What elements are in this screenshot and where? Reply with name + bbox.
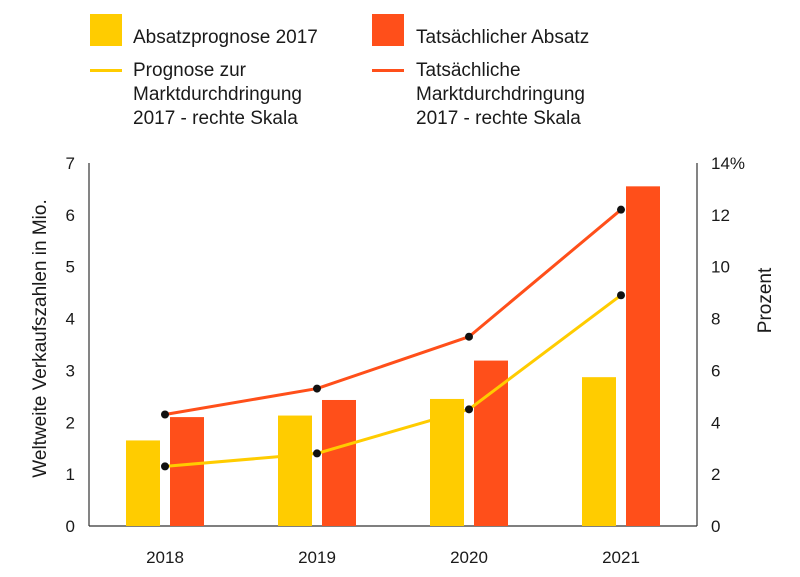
bar-actual-sales <box>322 399 356 526</box>
bar-forecast-sales <box>126 440 160 526</box>
point-actual-penetration <box>161 410 169 419</box>
legend-line-2: Marktdurchdringung <box>416 84 585 105</box>
legend-label-actual-sales: Tatsächlicher Absatz <box>416 27 590 48</box>
point-actual-penetration <box>617 205 625 214</box>
bar-forecast-sales <box>278 415 312 526</box>
x-tick-label: 2019 <box>298 548 336 567</box>
point-forecast-penetration <box>465 405 473 414</box>
x-tick-label: 2020 <box>450 548 488 567</box>
left-tick-label: 4 <box>66 310 75 329</box>
legend-line-1: Tatsächliche <box>416 60 521 81</box>
point-actual-penetration <box>465 332 473 341</box>
right-tick-label: 14% <box>711 154 745 173</box>
legend-line-1: Prognose zur <box>133 60 247 81</box>
line-forecast-penetration <box>164 294 622 468</box>
bar-actual-sales <box>170 417 204 526</box>
legend-swatch-forecast-sales <box>90 14 122 46</box>
legend-line-3: 2017 - rechte Skala <box>133 108 298 129</box>
right-tick-label: 4 <box>711 413 720 432</box>
legend-label-forecast-sales: Absatzprognose 2017 <box>133 27 318 48</box>
right-tick-label: 8 <box>711 310 720 329</box>
point-forecast-penetration <box>617 291 625 300</box>
bar-forecast-sales <box>582 377 616 526</box>
line-actual-penetration <box>164 208 622 416</box>
legend-swatch-forecast-penetration <box>90 69 122 72</box>
left-tick-label: 3 <box>66 361 75 380</box>
left-tick-label: 0 <box>66 517 75 536</box>
legend-swatch-actual-sales <box>372 14 404 46</box>
legend-label-forecast-penetration: Prognose zur Marktdurchdringung 2017 - r… <box>133 59 302 131</box>
left-tick-label: 1 <box>66 465 75 484</box>
chart-lines <box>161 205 625 471</box>
left-tick-label: 6 <box>66 206 75 225</box>
right-tick-label: 0 <box>711 517 720 536</box>
point-forecast-penetration <box>161 462 169 471</box>
legend-swatch-actual-penetration <box>372 69 404 72</box>
left-tick-label: 7 <box>66 154 75 173</box>
legend-label-actual-penetration: Tatsächliche Marktdurchdringung 2017 - r… <box>416 59 585 131</box>
left-axis-title: Weltweite Verkaufszahlen in Mio. <box>30 199 51 477</box>
legend-line-3: 2017 - rechte Skala <box>416 108 581 129</box>
right-tick-label: 2 <box>711 465 720 484</box>
point-actual-penetration <box>313 384 321 393</box>
right-tick-label: 10 <box>711 258 730 277</box>
chart-bars <box>126 186 660 527</box>
left-tick-label: 2 <box>66 413 75 432</box>
point-forecast-penetration <box>313 449 321 458</box>
bar-actual-sales <box>626 186 660 527</box>
right-axis-title: Prozent <box>755 267 776 333</box>
right-tick-label: 12 <box>711 206 730 225</box>
legend-line-2: Marktdurchdringung <box>133 84 302 105</box>
x-tick-label: 2021 <box>602 548 640 567</box>
right-tick-label: 6 <box>711 361 720 380</box>
left-tick-label: 5 <box>66 258 75 277</box>
bar-actual-sales <box>474 360 508 526</box>
x-tick-label: 2018 <box>146 548 184 567</box>
